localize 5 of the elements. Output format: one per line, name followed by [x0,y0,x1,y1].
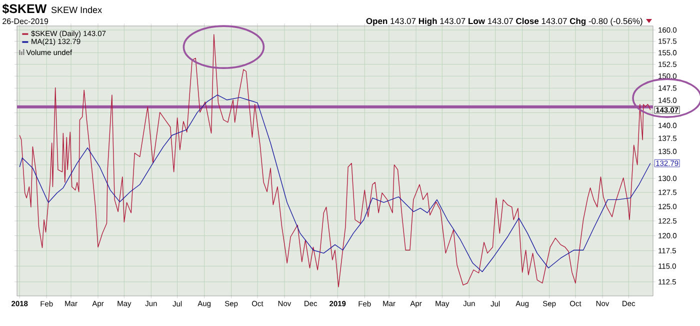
text: 26-Dec-2019 [2,18,48,24]
text: Open 143.07 High 143.07 Low 143.07 Close 143.07 Chg -0.80 (-0.56%) [366,18,642,26]
chart-subtitle: SKEW Index [51,6,102,14]
chart-title: $SKEW [2,4,47,14]
line-series [19,94,651,272]
